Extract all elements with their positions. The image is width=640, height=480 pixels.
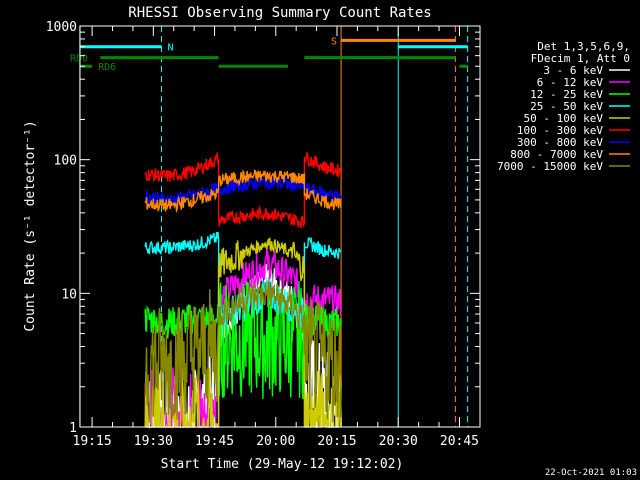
chart-title: RHESSI Observing Summary Count Rates [128,5,431,21]
legend-label: 300 - 800 keV [517,136,603,149]
state-bar-label: S [331,36,337,47]
x-tick-label: 19:45 [195,434,234,449]
x-tick-label: 20:45 [440,434,479,449]
legend-label: 50 - 100 keV [524,112,604,125]
plot-frame [79,25,481,428]
y-tick-label: 1000 [46,20,77,35]
state-bar-label: RD0 [70,54,88,65]
y-axis-label: Count Rate (s⁻¹ detector⁻¹) [23,120,38,331]
x-tick-label: 20:00 [256,434,295,449]
legend-label: 25 - 50 keV [530,100,603,113]
legend-label: 800 - 7000 keV [510,148,603,161]
legend-label: 7000 - 15000 keV [497,160,603,173]
legend-label: 6 - 12 keV [537,76,604,89]
y-tick-label: 10 [61,287,77,302]
ticks: 1 10 100 1000 19:15 19:30 19:45 20:00 20:15 20:30… [46,20,480,449]
y-tick-label: 100 [54,154,77,169]
state-bar-label: RD6 [98,62,116,73]
series-line [144,169,342,214]
x-axis-label: Start Time (29-May-12 19:12:02) [161,457,404,472]
axes [79,25,481,428]
x-tick-label: 19:30 [134,434,173,449]
date-stamp: 22-Oct-2021 01:03 [545,468,637,478]
legend-label: 100 - 300 keV [517,124,603,137]
x-tick-label: 20:15 [317,434,356,449]
legend-label: 12 - 25 keV [530,88,603,101]
series-line [144,151,342,229]
state-bar-label: N [167,43,173,54]
series-line [144,280,342,423]
legend-label: 3 - 6 keV [543,64,603,77]
x-tick-label: 20:30 [379,434,418,449]
legend: Det 1,3,5,6,9,FDecim 1, Att 03 - 6 keV6 … [497,40,630,173]
x-tick-label: 19:15 [73,434,112,449]
legend-header: FDecim 1, Att 0 [531,52,630,65]
state-bars: N S RD0 RD6 [70,36,468,73]
y-tick-label: 1 [69,421,77,436]
legend-header: Det 1,3,5,6,9, [537,40,630,53]
